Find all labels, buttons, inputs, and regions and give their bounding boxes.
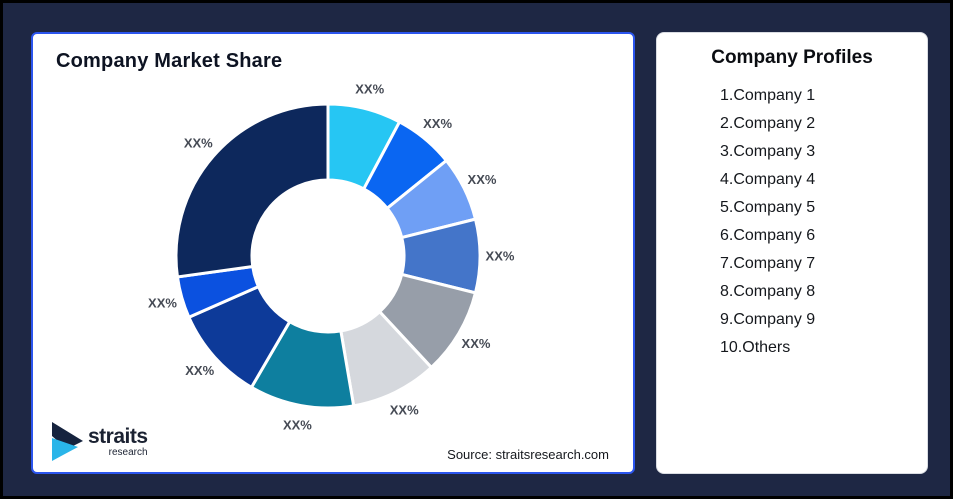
chart-title: Company Market Share bbox=[56, 50, 283, 72]
segment-label-9: XX% bbox=[148, 295, 177, 310]
straits-research-logo: straits research bbox=[51, 422, 148, 462]
logo-subname: research bbox=[108, 447, 148, 458]
company-list-item: 3.Company 3 bbox=[720, 143, 816, 160]
segment-label-2: XX% bbox=[423, 116, 452, 131]
segment-label-1: XX% bbox=[355, 82, 384, 97]
company-list-item: 6.Company 6 bbox=[720, 227, 816, 244]
company-list-item: 7.Company 7 bbox=[720, 255, 816, 272]
segment-label-8: XX% bbox=[185, 363, 214, 378]
company-list-item: 4.Company 4 bbox=[720, 171, 816, 188]
logo-name: straits bbox=[88, 425, 148, 448]
segment-label-5: XX% bbox=[462, 336, 491, 351]
company-list-item: 1.Company 1 bbox=[720, 87, 816, 104]
company-profiles-panel: Company Profiles 1.Company 1 2.Company 2 3… bbox=[656, 32, 928, 474]
company-list-item: 8.Company 8 bbox=[720, 283, 816, 300]
donut-chart: XX% XX% XX% XX% XX% XX% XX% XX% XX% XX% bbox=[148, 82, 515, 433]
company-list-item: 9.Company 9 bbox=[720, 311, 816, 328]
logo-text: straits research bbox=[88, 426, 148, 458]
segment-label-3: XX% bbox=[468, 172, 497, 187]
straits-logo-icon bbox=[52, 422, 83, 461]
segment-label-7: XX% bbox=[283, 418, 312, 433]
segment-label-6: XX% bbox=[390, 403, 419, 418]
donut-segment-10 bbox=[174, 102, 330, 279]
company-list-item: 2.Company 2 bbox=[720, 115, 816, 132]
company-list-item: 10.Others bbox=[720, 339, 791, 356]
source-attribution: Source: straitsresearch.com bbox=[447, 447, 609, 462]
profiles-title: Company Profiles bbox=[711, 47, 873, 68]
segment-label-4: XX% bbox=[486, 249, 515, 264]
company-list-item: 5.Company 5 bbox=[720, 199, 816, 216]
segment-label-10: XX% bbox=[184, 136, 213, 151]
market-share-panel: Company Market Share XX% XX% XX% XX% XX% XX% X… bbox=[31, 32, 635, 474]
company-list: 1.Company 1 2.Company 2 3.Company 3 4.Compa… bbox=[720, 82, 815, 362]
